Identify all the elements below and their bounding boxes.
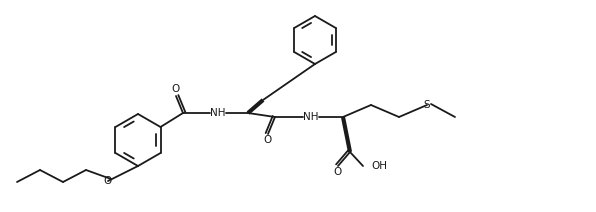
Text: NH: NH	[303, 112, 319, 122]
Text: O: O	[104, 176, 112, 186]
Text: NH: NH	[210, 108, 226, 118]
Text: OH: OH	[371, 161, 387, 171]
Text: O: O	[333, 167, 341, 177]
Text: O: O	[263, 135, 271, 145]
Text: S: S	[424, 100, 430, 110]
Text: O: O	[171, 84, 179, 94]
